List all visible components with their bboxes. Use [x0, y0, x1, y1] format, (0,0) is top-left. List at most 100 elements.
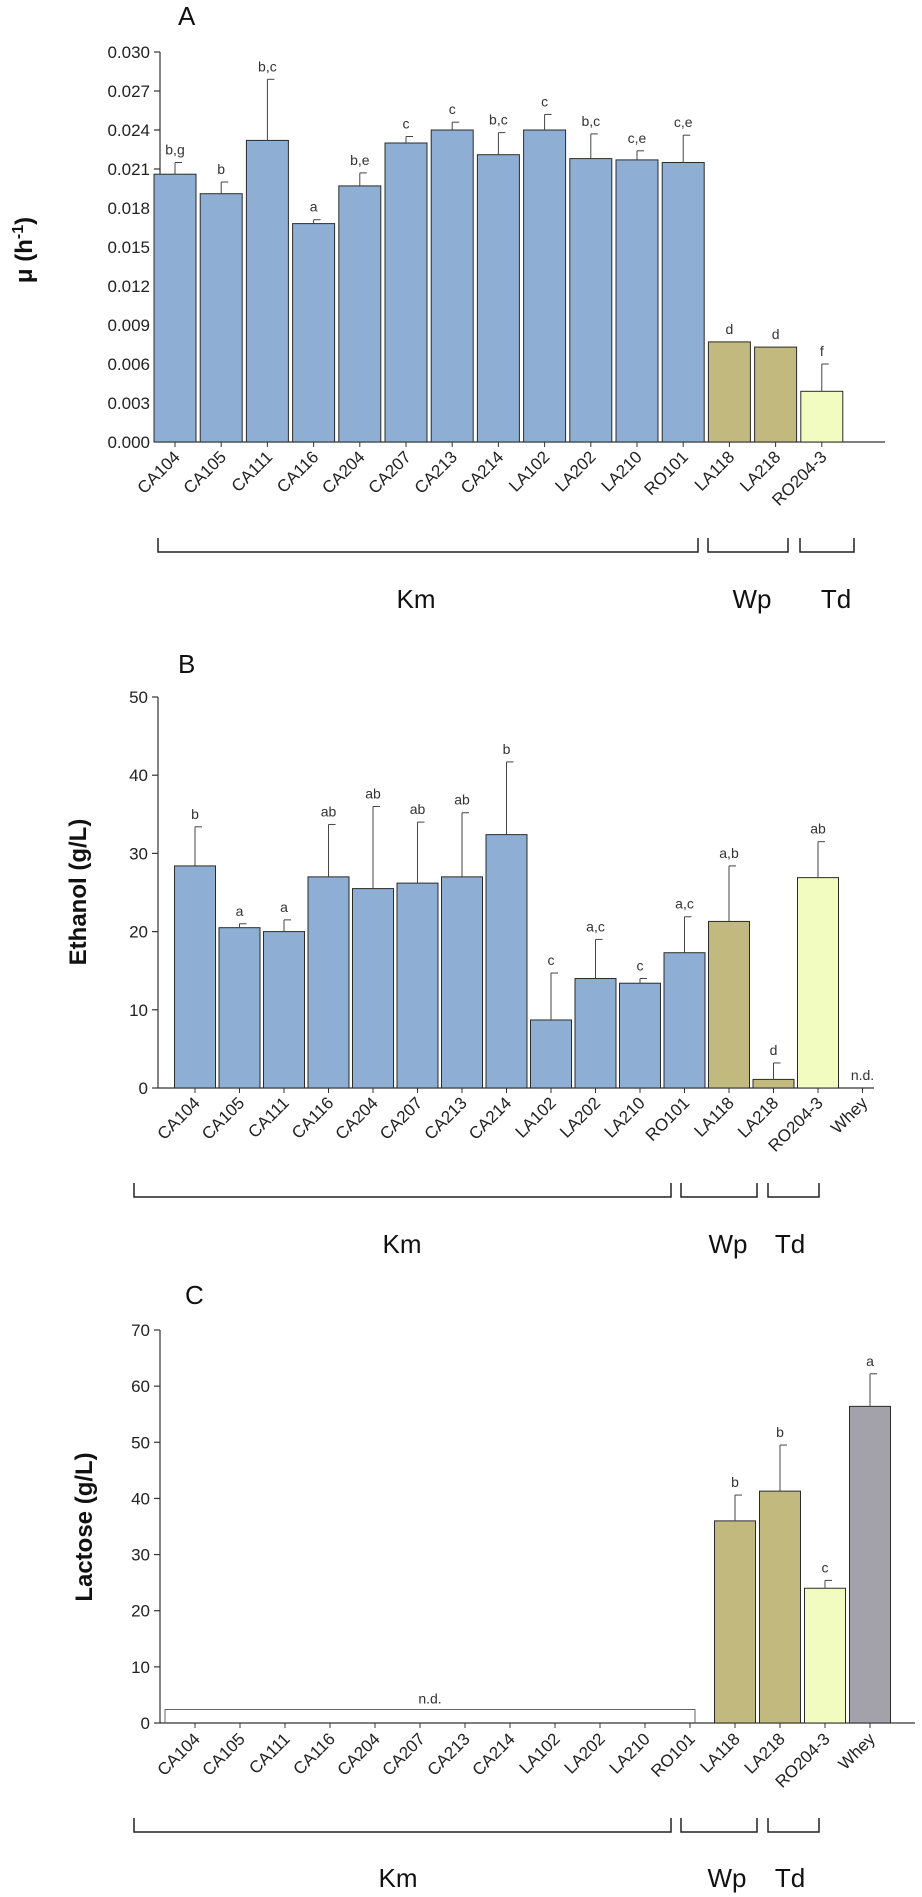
- bar: [352, 888, 394, 1089]
- y-tick-label: 0.018: [107, 199, 150, 218]
- x-tick-label: Whey: [827, 1093, 872, 1138]
- significance-letter: b,e: [350, 152, 370, 168]
- bar: [574, 978, 617, 1089]
- y-axis-label: Ethanol (g/L): [65, 819, 92, 966]
- y-tick-label: 0.003: [107, 394, 150, 413]
- x-tick-label: CA207: [376, 1093, 426, 1143]
- x-tick-label: CA204: [332, 1093, 382, 1143]
- chart-panel-b: B 0 10 20 30 40 50 Ethanol (g/L) b CA104 a CA105 a CA…: [65, 649, 874, 1259]
- bar: [759, 1490, 801, 1724]
- x-tick-label: CA213: [424, 1729, 474, 1779]
- group-bracket: [133, 1818, 672, 1833]
- bar: [441, 876, 483, 1089]
- bar: [754, 346, 798, 443]
- group-bracket: [707, 538, 789, 553]
- x-tick-label: CA213: [421, 1093, 471, 1143]
- significance-letter: c: [403, 116, 410, 132]
- y-tick-label: 40: [131, 1489, 150, 1508]
- significance-letter: ab: [810, 821, 826, 837]
- group-label: Wp: [708, 1863, 747, 1893]
- y-axis-label-main: Lactose (g/L): [71, 1452, 98, 1601]
- bar: [292, 223, 336, 443]
- significance-letter: ab: [321, 803, 337, 819]
- x-tick-label: LA118: [691, 447, 738, 494]
- y-tick-label: 0: [141, 1714, 150, 1733]
- group-bracket: [799, 538, 855, 553]
- significance-letter: b: [776, 1424, 784, 1440]
- bar: [384, 142, 428, 443]
- bar: [476, 154, 520, 443]
- group-label: Td: [775, 1229, 805, 1259]
- bar: [530, 1019, 572, 1089]
- y-tick-label: 50: [131, 1433, 150, 1452]
- group-bracket: [133, 1183, 672, 1198]
- x-tick-label: LA102: [516, 1729, 564, 1777]
- significance-letter: a,c: [675, 896, 694, 912]
- bar: [663, 952, 706, 1089]
- x-tick-label: CA204: [334, 1729, 384, 1779]
- significance-letter: b,g: [165, 142, 184, 158]
- y-tick-label: 0.000: [107, 433, 150, 452]
- group-label: Td: [821, 584, 851, 614]
- panel-label: B: [178, 649, 195, 679]
- x-tick-label: CA104: [154, 1093, 204, 1143]
- x-tick-label: CA116: [288, 1093, 337, 1142]
- bar: [707, 341, 751, 443]
- x-tick-label: CA111: [245, 1729, 293, 1777]
- x-tick-label: LA118: [697, 1729, 744, 1776]
- bar: [615, 159, 659, 443]
- significance-letter: a,c: [586, 918, 605, 934]
- x-tick-label: CA104: [154, 1729, 204, 1779]
- x-tick-label: CA214: [465, 1093, 515, 1143]
- y-tick-label: 0.021: [107, 160, 150, 179]
- x-tick-label: LA102: [505, 447, 553, 495]
- y-tick-label: 20: [129, 923, 148, 942]
- x-tick-label: CA116: [290, 1729, 339, 1778]
- group-label: Wp: [709, 1229, 748, 1259]
- significance-letter: d: [772, 326, 780, 342]
- bar: [804, 1587, 846, 1724]
- x-tick-label: LA118: [691, 1093, 738, 1140]
- significance-letter: b,c: [258, 58, 277, 74]
- y-tick-label: 0.030: [107, 43, 150, 62]
- y-tick-label: 0: [139, 1079, 148, 1098]
- y-axis-label: Lactose (g/L): [71, 1452, 98, 1601]
- group-label: Km: [379, 1863, 418, 1893]
- significance-letter: b: [503, 741, 511, 757]
- x-tick-label: CA111: [244, 1093, 292, 1141]
- bar: [849, 1405, 891, 1724]
- bar: [307, 876, 350, 1089]
- x-tick-label: CA214: [457, 447, 507, 497]
- bar: [708, 920, 750, 1089]
- x-tick-label: CA105: [198, 1093, 248, 1143]
- y-axis-label-close: ): [11, 217, 38, 225]
- y-tick-label: 0.027: [107, 82, 150, 101]
- x-tick-label: CA207: [365, 447, 415, 497]
- x-tick-label: CA105: [199, 1729, 249, 1779]
- x-tick-label: LA210: [606, 1729, 654, 1777]
- nd-bracket: [164, 1709, 696, 1723]
- significance-letter: d: [726, 321, 734, 337]
- significance-letter: c,e: [674, 114, 693, 130]
- significance-letter: a: [236, 903, 244, 919]
- y-tick-label: 40: [129, 766, 148, 785]
- bar: [800, 390, 844, 443]
- bar: [619, 982, 661, 1089]
- group-label: Td: [775, 1863, 805, 1893]
- group-bracket: [767, 1818, 820, 1833]
- bar: [430, 129, 474, 443]
- bar: [218, 927, 261, 1089]
- x-tick-label: LA202: [551, 447, 599, 495]
- y-tick-label: 0.009: [107, 316, 150, 335]
- bar: [263, 931, 305, 1089]
- x-tick-label: CA213: [411, 447, 461, 497]
- significance-letter: a: [310, 199, 318, 215]
- group-bracket: [680, 1818, 758, 1833]
- x-tick-label: RO101: [642, 1093, 694, 1145]
- group-label: Km: [397, 584, 436, 614]
- x-tick-label: CA204: [318, 447, 368, 497]
- group-bracket: [767, 1183, 820, 1198]
- bar: [714, 1520, 756, 1724]
